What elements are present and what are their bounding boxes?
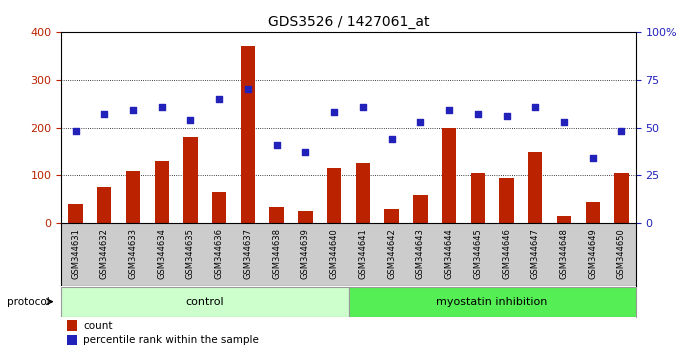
Text: GSM344640: GSM344640 (330, 228, 339, 279)
Bar (384, 209, 398, 223)
Point (99, 112, 109, 117)
Point (616, 129, 627, 134)
Text: GSM344643: GSM344643 (416, 228, 425, 279)
Point (243, 86, 254, 92)
Point (156, 104, 167, 109)
Bar (184, 137, 198, 223)
Text: count: count (83, 321, 112, 331)
Text: GSM344644: GSM344644 (445, 228, 454, 279)
Bar (69, 204, 83, 223)
Bar (413, 195, 428, 223)
FancyBboxPatch shape (61, 287, 348, 317)
Text: GSM344638: GSM344638 (272, 228, 281, 279)
Point (358, 104, 369, 109)
Bar (585, 202, 600, 223)
Text: GSM344637: GSM344637 (243, 228, 252, 279)
Bar (67, 335, 78, 346)
Point (415, 119, 426, 125)
Text: percentile rank within the sample: percentile rank within the sample (83, 335, 259, 346)
Text: GSM344646: GSM344646 (502, 228, 511, 279)
Text: GSM344650: GSM344650 (617, 228, 626, 279)
Point (386, 136, 397, 142)
Text: GSM344642: GSM344642 (387, 228, 396, 279)
Bar (442, 127, 456, 223)
Point (128, 108, 139, 113)
Bar (154, 161, 169, 223)
Text: myostatin inhibition: myostatin inhibition (437, 297, 548, 307)
Text: GSM344635: GSM344635 (186, 228, 195, 279)
Bar (299, 211, 313, 223)
Text: GSM344645: GSM344645 (473, 228, 482, 279)
Text: GSM344636: GSM344636 (215, 228, 224, 279)
Bar (471, 173, 485, 223)
Bar (327, 168, 341, 223)
Bar (126, 171, 140, 223)
Text: GSM344632: GSM344632 (100, 228, 109, 279)
Text: GSM344649: GSM344649 (588, 228, 597, 279)
Text: GSM344648: GSM344648 (560, 228, 568, 279)
Bar (97, 187, 112, 223)
Point (271, 142, 282, 148)
Point (530, 104, 541, 109)
Point (328, 109, 339, 115)
Point (70, 129, 81, 134)
Text: protocol: protocol (7, 297, 50, 307)
Text: GSM344639: GSM344639 (301, 228, 310, 279)
Text: GSM344634: GSM344634 (157, 228, 166, 279)
Point (558, 119, 569, 125)
Text: GSM344641: GSM344641 (358, 228, 367, 279)
Title: GDS3526 / 1427061_at: GDS3526 / 1427061_at (268, 16, 429, 29)
Bar (528, 152, 543, 223)
Bar (614, 173, 628, 223)
Text: control: control (186, 297, 224, 307)
Text: GSM344633: GSM344633 (129, 228, 137, 279)
FancyBboxPatch shape (348, 287, 636, 317)
Bar (241, 46, 255, 223)
Bar (557, 216, 571, 223)
Bar (356, 164, 370, 223)
Text: GSM344631: GSM344631 (71, 228, 80, 279)
Text: GSM344647: GSM344647 (531, 228, 540, 279)
Point (501, 113, 512, 119)
Bar (499, 178, 513, 223)
Point (443, 108, 454, 113)
Bar (212, 192, 226, 223)
Bar (269, 207, 284, 223)
Point (588, 155, 598, 161)
Point (185, 117, 196, 123)
Point (300, 150, 311, 155)
Point (214, 96, 224, 102)
Point (473, 112, 483, 117)
Bar (67, 320, 78, 331)
